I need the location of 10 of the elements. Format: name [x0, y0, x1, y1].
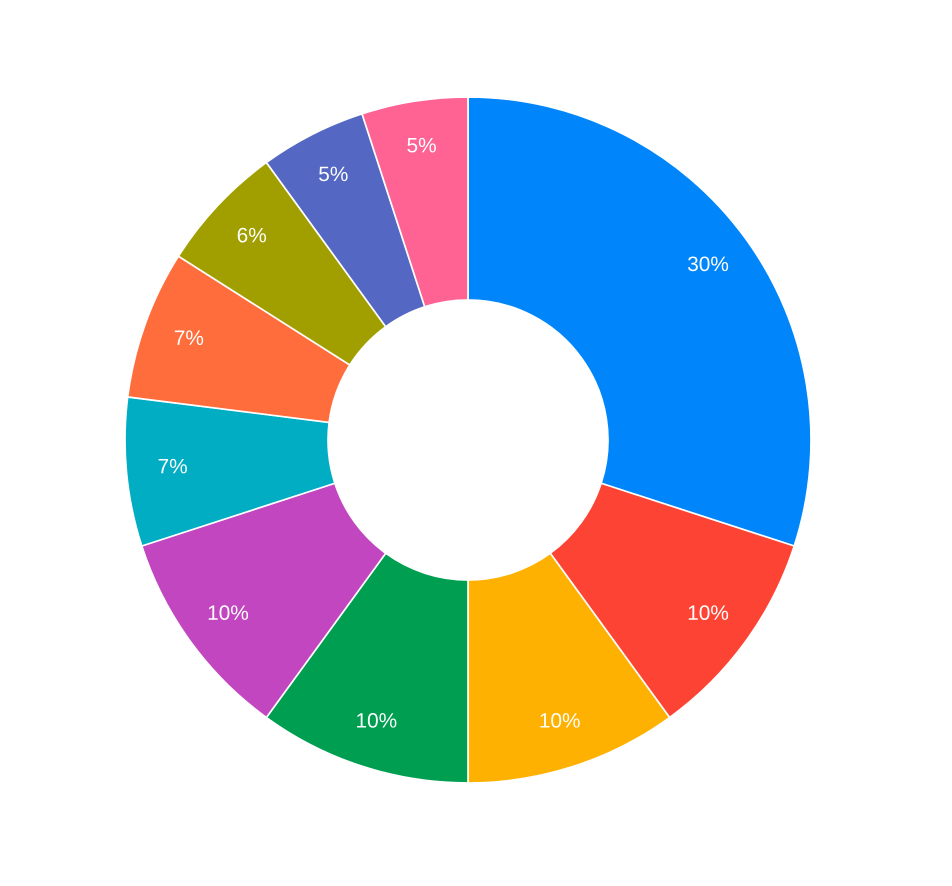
data-label: 6%	[238, 228, 266, 242]
data-label: 10%	[208, 605, 248, 620]
data-label: 10%	[540, 713, 580, 728]
data-label: 5%	[319, 166, 348, 182]
data-label: 10%	[357, 713, 396, 728]
data-label: 10%	[688, 605, 728, 620]
data-label: 7%	[174, 330, 204, 346]
data-label: 7%	[158, 458, 187, 474]
data-label: 5%	[407, 138, 436, 153]
data-label: 30%	[688, 256, 728, 272]
